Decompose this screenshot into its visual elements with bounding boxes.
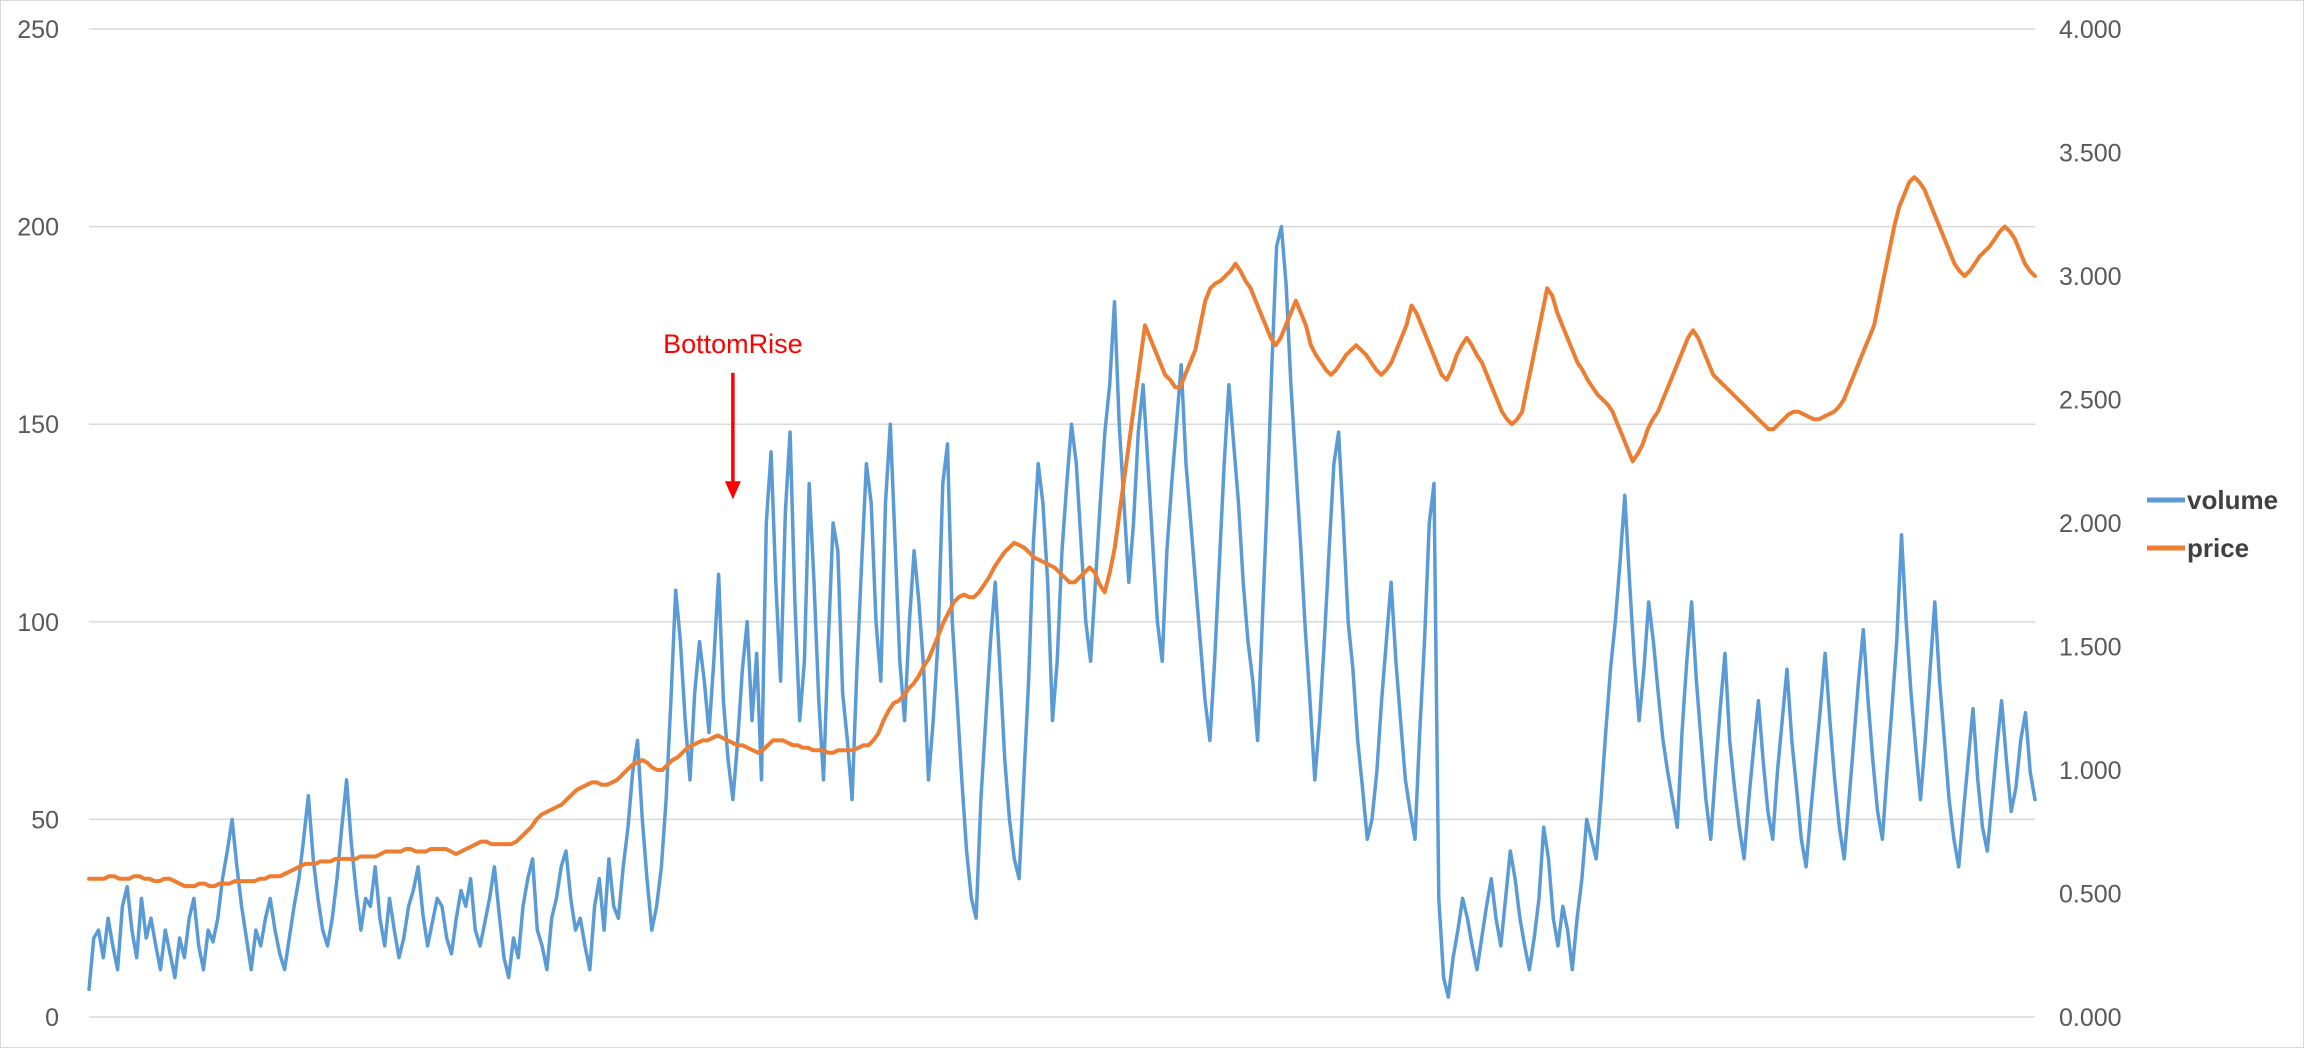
right-y-tick-label: 0.000 [2059, 1004, 2122, 1032]
right-y-tick-label: 3.500 [2059, 140, 2122, 168]
right-y-tick-label: 0.500 [2059, 881, 2122, 909]
annotation-arrow-head [724, 481, 741, 500]
right-y-tick-label: 1.500 [2059, 634, 2122, 662]
left-y-tick-label: 250 [17, 16, 59, 44]
series-layer [87, 175, 2037, 999]
right-y-tick-label: 2.500 [2059, 387, 2122, 415]
right-y-tick-label: 2.000 [2059, 510, 2122, 538]
gridlines [89, 28, 2035, 1018]
left-y-tick-label: 50 [31, 806, 59, 834]
left-y-tick-label: 200 [17, 214, 59, 242]
legend-item-price: price [2147, 533, 2249, 563]
price-series-line [87, 175, 2037, 889]
annotation-layer: BottomRise [663, 329, 803, 500]
right-y-tick-label: 4.000 [2059, 16, 2122, 44]
right-y-tick-label: 1.000 [2059, 757, 2122, 785]
legend-label: volume [2187, 485, 2278, 515]
legend-item-volume: volume [2147, 485, 2278, 515]
left-y-tick-label: 150 [17, 411, 59, 439]
left-y-tick-label: 100 [17, 609, 59, 637]
left-y-axis: 0 50 100 150 200 250 [17, 16, 59, 1032]
volume-series-line [87, 224, 2037, 999]
left-y-tick-label: 0 [45, 1004, 59, 1032]
annotation-label: BottomRise [663, 329, 803, 359]
right-y-tick-label: 3.000 [2059, 263, 2122, 291]
legend: volume price [2147, 485, 2278, 563]
legend-label: price [2187, 533, 2249, 563]
right-y-axis: 0.000 0.500 1.000 1.500 2.000 2.500 3.000 3.500… [2059, 16, 2122, 1032]
